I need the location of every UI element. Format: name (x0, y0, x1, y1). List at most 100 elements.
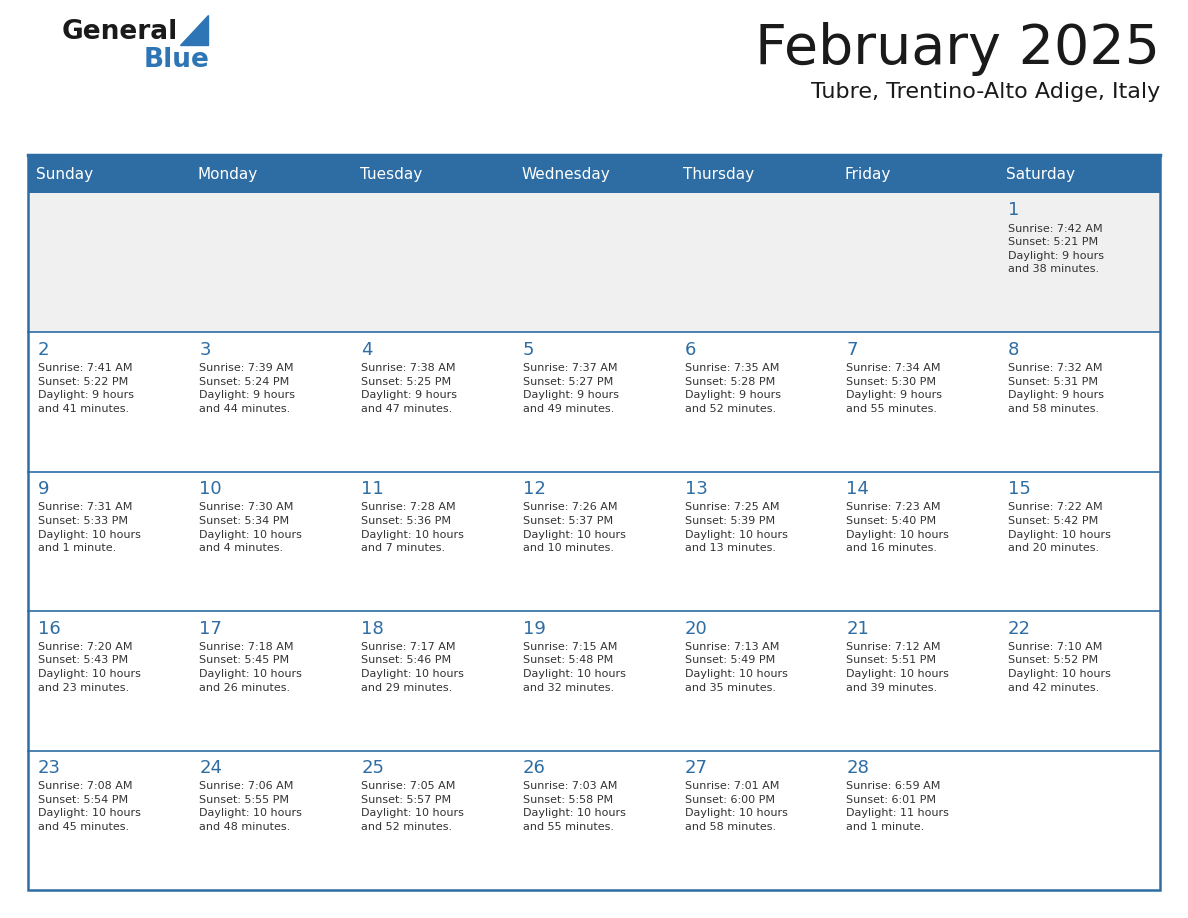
Text: 27: 27 (684, 759, 708, 777)
Text: Sunrise: 7:32 AM
Sunset: 5:31 PM
Daylight: 9 hours
and 58 minutes.: Sunrise: 7:32 AM Sunset: 5:31 PM Dayligh… (1007, 363, 1104, 414)
Bar (998, 155, 1159, 193)
Bar (29, 751, 190, 890)
Text: 9: 9 (38, 480, 49, 498)
Text: 10: 10 (200, 480, 222, 498)
Text: Sunrise: 7:15 AM
Sunset: 5:48 PM
Daylight: 10 hours
and 32 minutes.: Sunrise: 7:15 AM Sunset: 5:48 PM Dayligh… (523, 642, 626, 693)
Text: 26: 26 (523, 759, 545, 777)
Text: Sunrise: 7:34 AM
Sunset: 5:30 PM
Daylight: 9 hours
and 55 minutes.: Sunrise: 7:34 AM Sunset: 5:30 PM Dayligh… (846, 363, 942, 414)
Bar (190, 611, 352, 751)
Bar (29, 332, 190, 472)
Bar (836, 751, 998, 890)
Text: Sunrise: 7:26 AM
Sunset: 5:37 PM
Daylight: 10 hours
and 10 minutes.: Sunrise: 7:26 AM Sunset: 5:37 PM Dayligh… (523, 502, 626, 554)
Text: February 2025: February 2025 (756, 22, 1159, 76)
Bar (352, 155, 513, 193)
Text: Sunrise: 7:38 AM
Sunset: 5:25 PM
Daylight: 9 hours
and 47 minutes.: Sunrise: 7:38 AM Sunset: 5:25 PM Dayligh… (361, 363, 457, 414)
Text: 18: 18 (361, 620, 384, 638)
Text: 4: 4 (361, 341, 373, 359)
Text: Sunrise: 6:59 AM
Sunset: 6:01 PM
Daylight: 11 hours
and 1 minute.: Sunrise: 6:59 AM Sunset: 6:01 PM Dayligh… (846, 781, 949, 832)
Text: 6: 6 (684, 341, 696, 359)
Bar (998, 751, 1159, 890)
Text: Sunrise: 7:12 AM
Sunset: 5:51 PM
Daylight: 10 hours
and 39 minutes.: Sunrise: 7:12 AM Sunset: 5:51 PM Dayligh… (846, 642, 949, 693)
Text: 23: 23 (38, 759, 61, 777)
Bar (998, 611, 1159, 751)
Text: Sunrise: 7:35 AM
Sunset: 5:28 PM
Daylight: 9 hours
and 52 minutes.: Sunrise: 7:35 AM Sunset: 5:28 PM Dayligh… (684, 363, 781, 414)
Text: Tubre, Trentino-Alto Adige, Italy: Tubre, Trentino-Alto Adige, Italy (810, 82, 1159, 102)
Text: Sunrise: 7:20 AM
Sunset: 5:43 PM
Daylight: 10 hours
and 23 minutes.: Sunrise: 7:20 AM Sunset: 5:43 PM Dayligh… (38, 642, 140, 693)
Text: 25: 25 (361, 759, 384, 777)
Bar (29, 611, 190, 751)
Text: Sunrise: 7:25 AM
Sunset: 5:39 PM
Daylight: 10 hours
and 13 minutes.: Sunrise: 7:25 AM Sunset: 5:39 PM Dayligh… (684, 502, 788, 554)
Bar (352, 751, 513, 890)
Text: Sunrise: 7:39 AM
Sunset: 5:24 PM
Daylight: 9 hours
and 44 minutes.: Sunrise: 7:39 AM Sunset: 5:24 PM Dayligh… (200, 363, 296, 414)
Text: Saturday: Saturday (1006, 166, 1075, 182)
Text: General: General (62, 19, 178, 45)
Text: 16: 16 (38, 620, 61, 638)
Text: Tuesday: Tuesday (360, 166, 422, 182)
Text: 24: 24 (200, 759, 222, 777)
Text: 17: 17 (200, 620, 222, 638)
Bar (513, 611, 675, 751)
Text: 19: 19 (523, 620, 545, 638)
Bar (352, 611, 513, 751)
Bar (513, 751, 675, 890)
Text: Sunrise: 7:28 AM
Sunset: 5:36 PM
Daylight: 10 hours
and 7 minutes.: Sunrise: 7:28 AM Sunset: 5:36 PM Dayligh… (361, 502, 465, 554)
Text: Sunrise: 7:37 AM
Sunset: 5:27 PM
Daylight: 9 hours
and 49 minutes.: Sunrise: 7:37 AM Sunset: 5:27 PM Dayligh… (523, 363, 619, 414)
Text: Sunrise: 7:23 AM
Sunset: 5:40 PM
Daylight: 10 hours
and 16 minutes.: Sunrise: 7:23 AM Sunset: 5:40 PM Dayligh… (846, 502, 949, 554)
Bar (675, 751, 836, 890)
Text: 3: 3 (200, 341, 211, 359)
Text: Sunrise: 7:01 AM
Sunset: 6:00 PM
Daylight: 10 hours
and 58 minutes.: Sunrise: 7:01 AM Sunset: 6:00 PM Dayligh… (684, 781, 788, 832)
Text: Sunrise: 7:08 AM
Sunset: 5:54 PM
Daylight: 10 hours
and 45 minutes.: Sunrise: 7:08 AM Sunset: 5:54 PM Dayligh… (38, 781, 140, 832)
Bar (998, 332, 1159, 472)
Bar (675, 472, 836, 611)
Bar (352, 472, 513, 611)
Bar (513, 332, 675, 472)
Bar (836, 155, 998, 193)
Bar (190, 155, 352, 193)
Text: 22: 22 (1007, 620, 1031, 638)
Bar (998, 472, 1159, 611)
Text: Thursday: Thursday (683, 166, 754, 182)
Bar (513, 472, 675, 611)
Text: Sunrise: 7:31 AM
Sunset: 5:33 PM
Daylight: 10 hours
and 1 minute.: Sunrise: 7:31 AM Sunset: 5:33 PM Dayligh… (38, 502, 140, 554)
Text: Monday: Monday (197, 166, 258, 182)
Text: Sunrise: 7:42 AM
Sunset: 5:21 PM
Daylight: 9 hours
and 38 minutes.: Sunrise: 7:42 AM Sunset: 5:21 PM Dayligh… (1007, 224, 1104, 274)
Bar (836, 611, 998, 751)
Text: 1: 1 (1007, 201, 1019, 219)
Bar (836, 472, 998, 611)
Text: 8: 8 (1007, 341, 1019, 359)
Text: Blue: Blue (144, 47, 210, 73)
Text: Sunrise: 7:22 AM
Sunset: 5:42 PM
Daylight: 10 hours
and 20 minutes.: Sunrise: 7:22 AM Sunset: 5:42 PM Dayligh… (1007, 502, 1111, 554)
Bar (513, 193, 675, 332)
Bar (190, 472, 352, 611)
Text: Sunrise: 7:05 AM
Sunset: 5:57 PM
Daylight: 10 hours
and 52 minutes.: Sunrise: 7:05 AM Sunset: 5:57 PM Dayligh… (361, 781, 465, 832)
Bar (190, 193, 352, 332)
Text: Friday: Friday (845, 166, 891, 182)
Bar (352, 193, 513, 332)
Bar (836, 332, 998, 472)
Bar (675, 332, 836, 472)
Bar (190, 332, 352, 472)
Bar (29, 155, 190, 193)
Text: Sunrise: 7:03 AM
Sunset: 5:58 PM
Daylight: 10 hours
and 55 minutes.: Sunrise: 7:03 AM Sunset: 5:58 PM Dayligh… (523, 781, 626, 832)
Text: 2: 2 (38, 341, 49, 359)
Text: 12: 12 (523, 480, 545, 498)
Bar (513, 155, 675, 193)
Text: 14: 14 (846, 480, 870, 498)
Text: 20: 20 (684, 620, 707, 638)
Polygon shape (181, 15, 208, 45)
Text: Sunrise: 7:41 AM
Sunset: 5:22 PM
Daylight: 9 hours
and 41 minutes.: Sunrise: 7:41 AM Sunset: 5:22 PM Dayligh… (38, 363, 134, 414)
Bar (352, 332, 513, 472)
Bar (29, 472, 190, 611)
Text: 5: 5 (523, 341, 535, 359)
Text: Sunrise: 7:10 AM
Sunset: 5:52 PM
Daylight: 10 hours
and 42 minutes.: Sunrise: 7:10 AM Sunset: 5:52 PM Dayligh… (1007, 642, 1111, 693)
Bar (29, 155, 1159, 890)
Text: 21: 21 (846, 620, 870, 638)
Text: Sunrise: 7:06 AM
Sunset: 5:55 PM
Daylight: 10 hours
and 48 minutes.: Sunrise: 7:06 AM Sunset: 5:55 PM Dayligh… (200, 781, 302, 832)
Text: Sunrise: 7:18 AM
Sunset: 5:45 PM
Daylight: 10 hours
and 26 minutes.: Sunrise: 7:18 AM Sunset: 5:45 PM Dayligh… (200, 642, 302, 693)
Bar (675, 155, 836, 193)
Text: Sunrise: 7:30 AM
Sunset: 5:34 PM
Daylight: 10 hours
and 4 minutes.: Sunrise: 7:30 AM Sunset: 5:34 PM Dayligh… (200, 502, 302, 554)
Text: Sunrise: 7:13 AM
Sunset: 5:49 PM
Daylight: 10 hours
and 35 minutes.: Sunrise: 7:13 AM Sunset: 5:49 PM Dayligh… (684, 642, 788, 693)
Text: 7: 7 (846, 341, 858, 359)
Text: 13: 13 (684, 480, 707, 498)
Text: Sunday: Sunday (36, 166, 93, 182)
